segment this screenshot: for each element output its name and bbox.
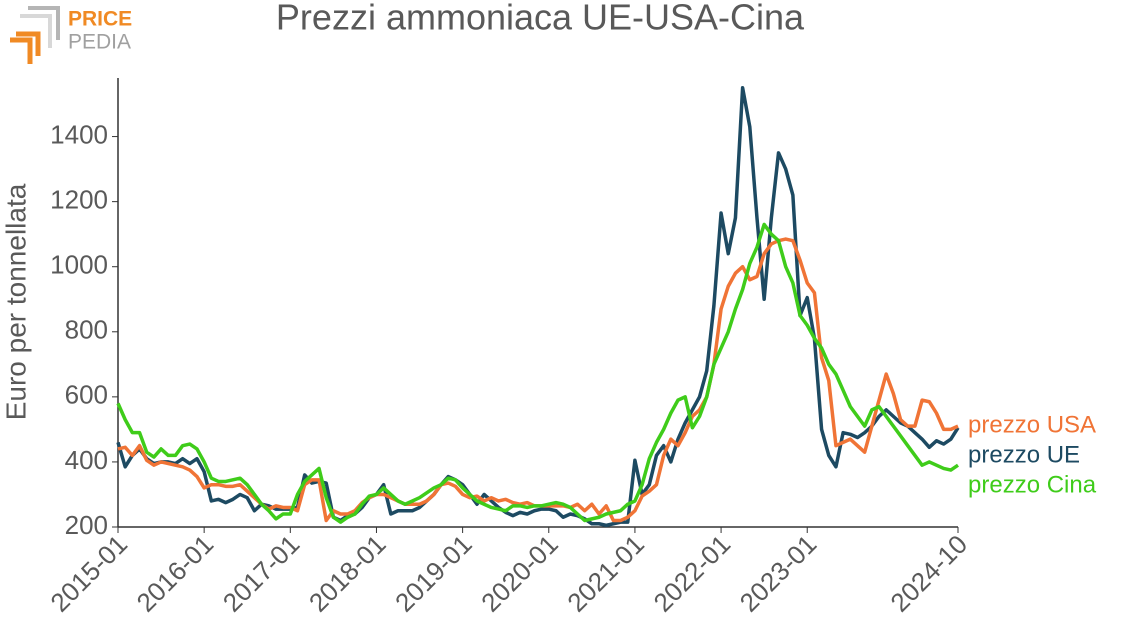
y-tick-label: 200 xyxy=(65,510,108,540)
chart-title: Prezzi ammoniaca UE-USA-Cina xyxy=(276,0,805,38)
logo: PRICE PEDIA xyxy=(10,6,132,64)
x-tick-label: 2017-01 xyxy=(217,529,306,618)
x-tick-label: 2016-01 xyxy=(131,529,220,618)
logo-mark xyxy=(28,6,60,40)
logo-mark xyxy=(20,14,52,48)
x-tick-label: 2020-01 xyxy=(475,529,564,618)
y-tick-label: 1000 xyxy=(50,250,108,280)
y-axis-label: Euro per tonnellata xyxy=(0,183,31,420)
y-tick-label: 1400 xyxy=(50,119,108,149)
y-tick-label: 400 xyxy=(65,445,108,475)
line xyxy=(117,237,959,523)
x-tick-label: 2015-01 xyxy=(44,529,133,618)
logo-text: PRICE xyxy=(68,8,132,31)
y-tick-label: 1200 xyxy=(50,185,108,215)
x-tick-label: 2022-01 xyxy=(647,529,736,618)
x-tick-label: 2019-01 xyxy=(389,529,478,618)
y-tick-label: 600 xyxy=(65,380,108,410)
x-tick-label: 2023-01 xyxy=(734,529,823,618)
logo-mark xyxy=(10,37,33,64)
logo-mark xyxy=(16,31,41,56)
logo-text: PEDIA xyxy=(68,31,131,54)
x-tick-label: 2024-10 xyxy=(884,529,973,618)
line xyxy=(116,86,960,528)
x-tick-label: 2021-01 xyxy=(561,529,650,618)
line xyxy=(116,222,959,524)
legend-label: prezzo USA xyxy=(968,411,1096,438)
y-tick-label: 800 xyxy=(65,315,108,345)
legend-label: prezzo Cina xyxy=(968,471,1097,498)
legend-label: prezzo UE xyxy=(968,441,1080,468)
x-tick-label: 2018-01 xyxy=(303,529,392,618)
